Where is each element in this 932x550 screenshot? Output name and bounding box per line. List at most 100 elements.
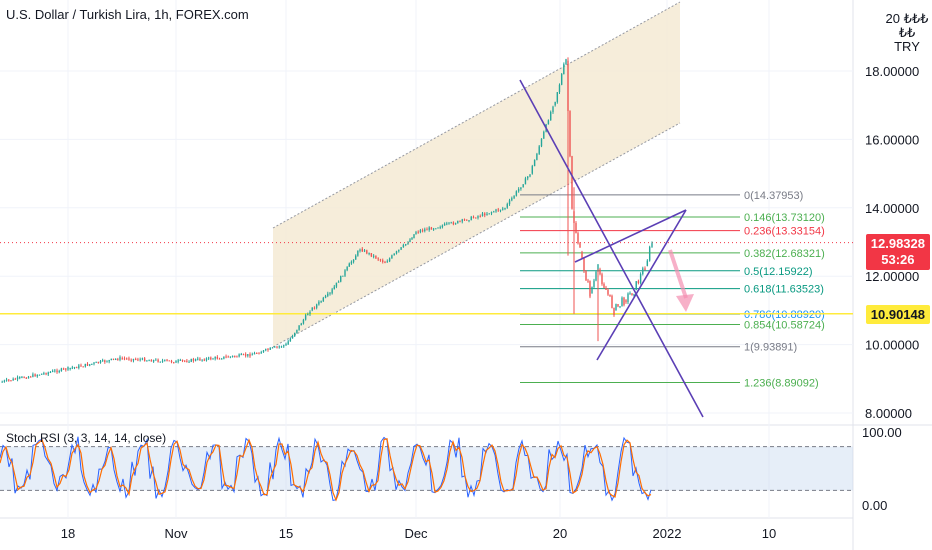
candle-body <box>93 362 95 364</box>
candle-body <box>379 259 382 261</box>
candle-body <box>495 209 497 212</box>
candle-body <box>58 371 60 373</box>
candle-body <box>565 59 567 65</box>
candle-body <box>320 301 322 303</box>
candle-body <box>493 211 495 213</box>
candle-body <box>21 376 23 378</box>
candle-body <box>101 360 104 362</box>
candle-body <box>348 263 350 267</box>
candle-body <box>536 153 538 160</box>
candle-body <box>123 358 126 360</box>
candle-body <box>529 174 531 177</box>
candle-body <box>361 248 363 252</box>
candle-body <box>352 259 355 262</box>
candle-body <box>635 281 637 290</box>
candle-body <box>164 359 166 361</box>
candle-body <box>472 216 475 218</box>
candle-body <box>629 293 631 295</box>
candle-body <box>210 357 212 360</box>
candle-body <box>517 189 520 192</box>
candle-body <box>251 354 253 356</box>
candle-body <box>231 355 234 357</box>
candle-body <box>197 358 199 360</box>
candle-body <box>446 223 448 225</box>
candle-body <box>540 138 543 147</box>
candle-body <box>318 301 320 305</box>
candle-body <box>307 314 309 316</box>
candle-body <box>547 120 550 125</box>
candle-body <box>463 219 466 221</box>
candle-body <box>448 222 450 224</box>
candle-body <box>409 239 411 242</box>
candle-body <box>508 200 511 205</box>
candle-body <box>214 357 216 359</box>
candle-body <box>357 250 359 256</box>
candle-body <box>117 358 119 360</box>
candle-body <box>128 358 130 360</box>
candle-body <box>569 111 571 157</box>
candle-body <box>43 373 45 375</box>
rsi-band <box>0 446 853 491</box>
candle-body <box>502 208 504 210</box>
y-tick-label: 8.00000 <box>865 406 912 421</box>
candle-body <box>119 357 121 360</box>
candle-body <box>280 346 283 348</box>
candle-body <box>382 260 384 263</box>
candle-body <box>51 370 54 372</box>
candle-body <box>430 227 433 230</box>
candle-body <box>651 243 653 247</box>
candle-body <box>398 249 400 252</box>
stoch-rsi-label: Stoch RSI (3, 3, 14, 14, close) <box>6 431 167 445</box>
candle-body <box>499 209 502 211</box>
fib-label: 0.618(11.63523) <box>744 284 824 296</box>
candle-body <box>157 359 159 362</box>
candle-body <box>631 293 633 296</box>
candle-body <box>278 346 280 348</box>
candle-body <box>599 269 601 275</box>
candle-body <box>475 217 477 219</box>
candle-body <box>477 216 479 218</box>
price-series <box>1 57 653 383</box>
y-tick-label: 14.00000 <box>865 201 919 216</box>
candle-body <box>646 260 649 266</box>
candle-body <box>426 229 428 231</box>
candle-body <box>432 228 435 230</box>
stoch-rsi-pane <box>0 436 853 502</box>
candle-body <box>256 353 258 355</box>
candle-body <box>313 307 316 309</box>
candle-body <box>605 287 607 290</box>
candle-body <box>65 368 67 370</box>
candle-body <box>417 231 419 233</box>
candle-body <box>405 244 407 246</box>
candle-body <box>218 358 221 360</box>
candle-body <box>490 212 493 214</box>
candle-body <box>300 323 302 326</box>
candle-body <box>613 307 615 316</box>
rsi-tick-label: 0.00 <box>862 498 887 513</box>
candle-body <box>513 195 515 199</box>
channel-lower <box>272 122 681 348</box>
candle-body <box>199 358 201 361</box>
candle-body <box>289 338 292 342</box>
candle-body <box>554 101 556 106</box>
candle-body <box>375 255 377 259</box>
candle-body <box>579 243 581 248</box>
candle-body <box>69 367 71 369</box>
candle-body <box>577 233 579 244</box>
candle-body <box>244 354 247 356</box>
candle-body <box>346 266 348 271</box>
candle-body <box>285 343 287 346</box>
candle-body <box>391 255 393 259</box>
candle-body <box>589 281 591 297</box>
candle-body <box>621 297 623 307</box>
candle-body <box>1 381 3 383</box>
candle-body <box>441 225 444 228</box>
candle-body <box>84 363 87 367</box>
candle-body <box>67 367 69 370</box>
candle-body <box>400 247 402 250</box>
candle-body <box>585 271 587 281</box>
triangle-lower <box>596 209 687 361</box>
candle-body <box>82 366 84 368</box>
candle-body <box>524 178 527 185</box>
